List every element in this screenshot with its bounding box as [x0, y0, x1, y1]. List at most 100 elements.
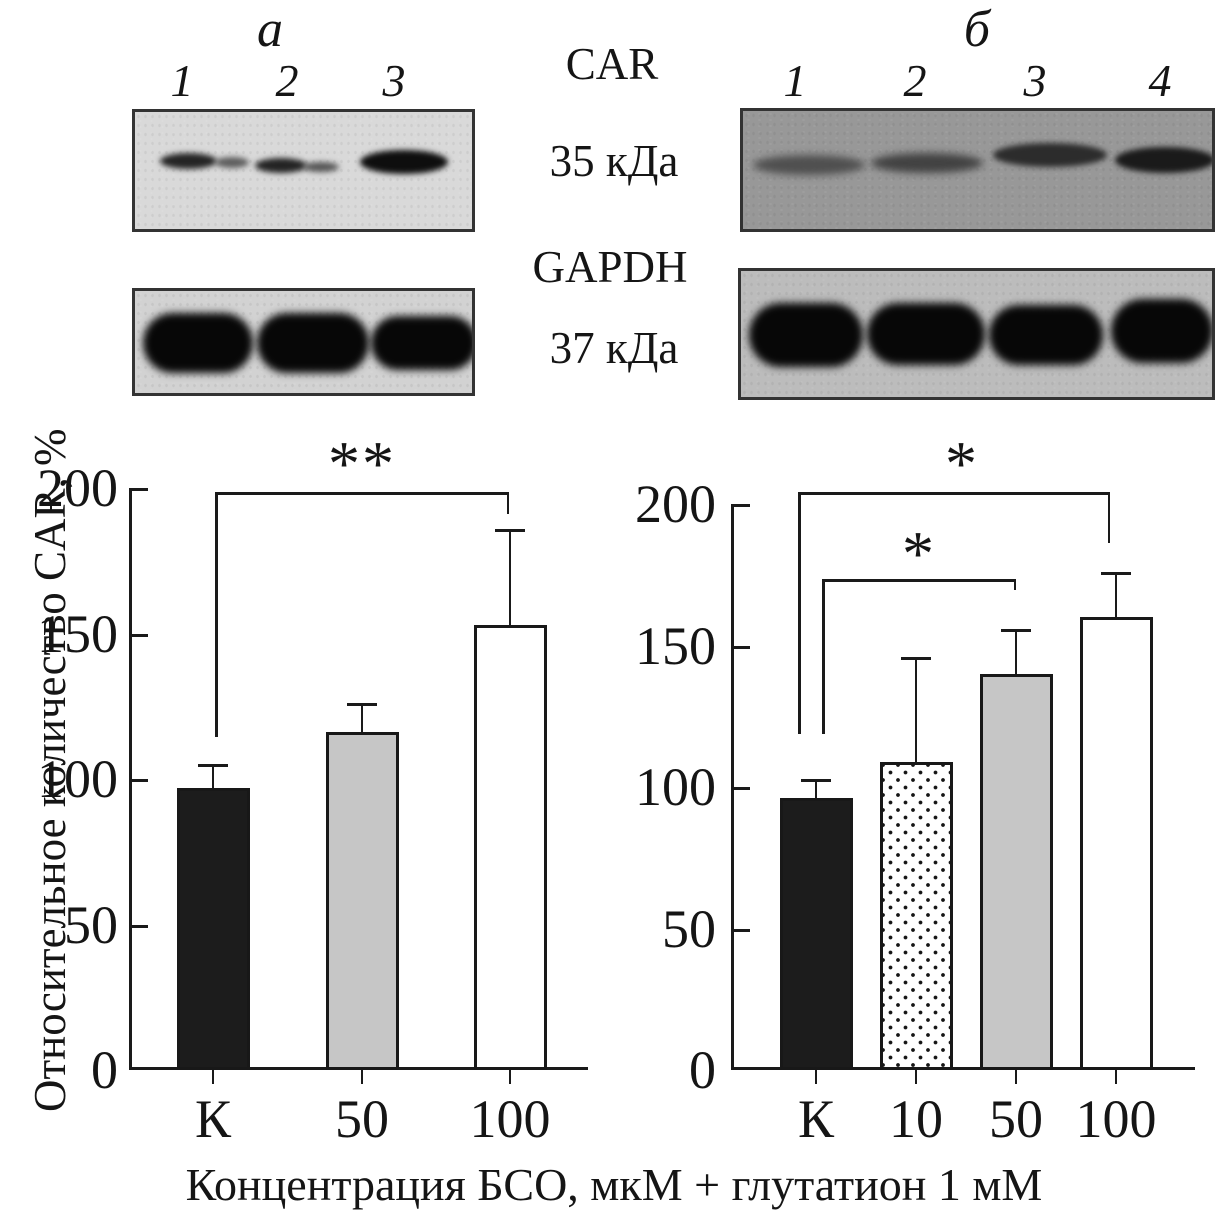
significance-bracket-leg	[1013, 579, 1016, 590]
significance-bracket	[215, 492, 509, 495]
blot-band	[215, 157, 249, 168]
panel-b-title: б	[963, 1, 991, 58]
error-bar-line	[360, 703, 364, 732]
error-bar-line	[914, 657, 918, 762]
significance-bracket-leg	[215, 492, 218, 737]
y-tick-label: 200	[37, 458, 118, 518]
x-category-label: 10	[889, 1089, 943, 1149]
blot-panel-a-gapdh	[132, 288, 475, 396]
y-tick-label: 0	[91, 1040, 118, 1100]
y-tick-label: 0	[689, 1040, 716, 1100]
blot-band	[749, 303, 863, 367]
y-tick	[132, 634, 148, 637]
panel-b-lane-4-label: 4	[1148, 55, 1172, 106]
bar-50	[325, 732, 399, 1070]
y-tick-label: 100	[37, 749, 118, 809]
panel-a-lane-3-label: 3	[382, 55, 406, 106]
x-tick	[211, 1070, 215, 1084]
bar-К	[176, 788, 250, 1070]
x-tick	[814, 1070, 818, 1084]
x-category-label: 50	[989, 1089, 1043, 1149]
y-tick-label: 150	[635, 616, 716, 676]
error-bar-cap	[347, 703, 377, 706]
bar-К	[779, 798, 853, 1070]
blot-band	[1111, 299, 1212, 363]
y-tick	[132, 779, 148, 782]
blot-band	[1115, 147, 1212, 173]
error-bar-cap	[1001, 629, 1031, 632]
significance-bracket-leg	[506, 492, 509, 514]
blot-band	[867, 303, 985, 365]
panel-a-lane-1-label: 1	[170, 55, 194, 106]
car-protein-label: CAR	[565, 39, 659, 89]
error-bar-line	[1014, 629, 1018, 674]
x-category-label: К	[194, 1089, 232, 1149]
y-axis	[731, 504, 734, 1070]
x-tick	[1114, 1070, 1118, 1084]
error-bar-line	[508, 529, 512, 625]
car-kda-label: 35 кДа	[549, 136, 679, 186]
x-tick	[914, 1070, 918, 1084]
y-tick	[734, 504, 750, 507]
blot-band	[989, 305, 1103, 365]
x-axis-title: Концентрация БСО, мкМ + глутатион 1 мМ	[185, 1159, 1043, 1210]
bar-100	[473, 625, 547, 1070]
panel-b-lane-1-label: 1	[783, 55, 807, 106]
significance-bracket-leg	[798, 492, 801, 734]
panel-b-lane-2-label: 2	[903, 55, 927, 106]
y-tick	[132, 925, 148, 928]
x-tick	[360, 1070, 364, 1084]
y-tick	[734, 929, 750, 932]
error-bar-cap	[901, 657, 931, 660]
blot-band	[160, 153, 217, 169]
significance-bracket	[798, 492, 1110, 495]
y-tick-label: 50	[662, 899, 716, 959]
error-bar-cap	[801, 779, 831, 782]
blot-band	[255, 158, 307, 173]
bar-100	[1079, 617, 1153, 1070]
blot-band	[360, 150, 448, 174]
bar-50	[979, 674, 1053, 1070]
y-tick-label: 100	[635, 757, 716, 817]
significance-bracket	[822, 579, 1016, 582]
error-bar-cap	[495, 529, 525, 532]
error-bar-line	[814, 779, 818, 798]
significance-label: **	[328, 428, 396, 499]
significance-bracket-leg	[1107, 492, 1110, 543]
x-category-label: 50	[335, 1089, 389, 1149]
blot-panel-b-gapdh	[738, 268, 1215, 400]
blot-panel-a-car	[132, 109, 475, 232]
error-bar-cap	[1101, 572, 1131, 575]
error-bar-cap	[198, 764, 228, 767]
blot-band	[257, 313, 369, 373]
panel-a-lane-2-label: 2	[275, 55, 299, 106]
blot-band	[871, 153, 983, 173]
x-axis	[731, 1067, 1195, 1070]
bar-10	[879, 762, 953, 1070]
y-tick-label: 200	[635, 474, 716, 534]
blot-panel-b-car	[740, 108, 1215, 232]
y-tick-label: 150	[37, 604, 118, 664]
y-axis	[129, 488, 132, 1070]
y-tick	[132, 488, 148, 491]
gapdh-protein-label: GAPDH	[532, 242, 688, 292]
y-tick	[734, 646, 750, 649]
gapdh-kda-label: 37 кДа	[549, 323, 679, 373]
significance-label: *	[902, 518, 936, 589]
x-category-label: 100	[1075, 1089, 1157, 1149]
blot-band	[371, 316, 472, 370]
error-bar-line	[211, 764, 215, 788]
x-category-label: 100	[469, 1089, 551, 1149]
panel-a-title: а	[257, 1, 283, 58]
panel-b-lane-3-label: 3	[1023, 55, 1047, 106]
blot-band	[753, 155, 865, 175]
blot-band	[303, 162, 339, 172]
error-bar-line	[1114, 572, 1118, 617]
significance-bracket-leg	[822, 579, 825, 734]
x-tick	[1014, 1070, 1018, 1084]
blot-band	[993, 143, 1107, 167]
x-category-label: К	[797, 1089, 835, 1149]
y-tick-label: 50	[64, 895, 118, 955]
